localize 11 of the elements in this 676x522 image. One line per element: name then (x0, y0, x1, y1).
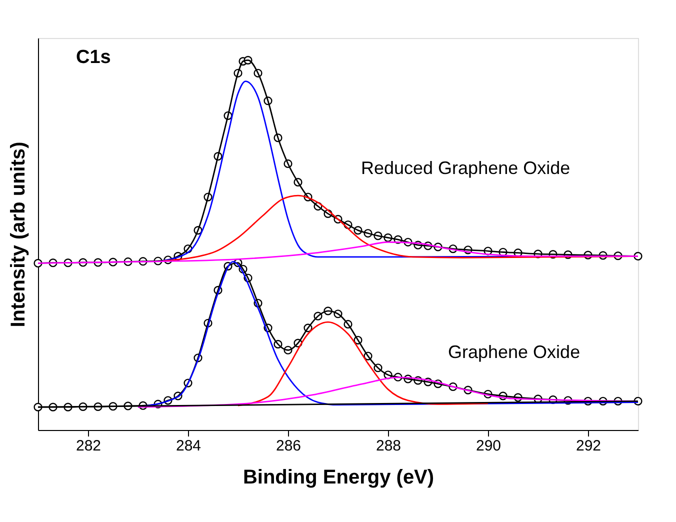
annotation: C1s (76, 47, 111, 68)
x-tick-label: 284 (176, 438, 202, 454)
x-axis-title: Binding Energy (eV) (242, 466, 434, 488)
x-tick-label: 288 (376, 438, 402, 454)
annotation: Graphene Oxide (448, 342, 580, 362)
annotation: Reduced Graphene Oxide (361, 158, 570, 178)
x-tick-label: 292 (576, 438, 602, 454)
x-tick-label: 286 (276, 438, 302, 454)
y-axis-title: Intensity (arb units) (8, 142, 30, 328)
x-tick-label: 282 (76, 438, 102, 454)
x-tick-label: 290 (476, 438, 502, 454)
